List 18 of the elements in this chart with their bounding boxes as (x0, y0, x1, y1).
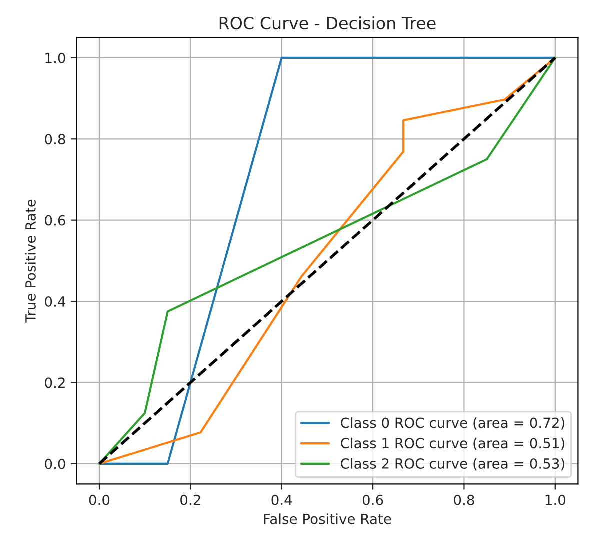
x-tick-label: 1.0 (546, 494, 566, 506)
legend-label: Class 1 ROC curve (area = 0.51) (341, 438, 565, 450)
x-tick-label: 0.6 (362, 494, 384, 506)
y-tick-label: 0.4 (45, 296, 66, 307)
y-tick-label: 0.8 (45, 134, 66, 145)
x-tick-label: 0.4 (272, 494, 292, 506)
y-axis-title: True Positive Rate (25, 200, 36, 323)
chart-title: ROC Curve - Decision Tree (220, 16, 436, 30)
legend-label: Class 0 ROC curve (area = 0.72) (341, 417, 565, 430)
y-tick-label: 0.2 (45, 378, 65, 388)
x-tick-label: 0.0 (89, 494, 110, 506)
x-tick-label: 0.2 (180, 494, 200, 506)
y-tick-label: 1.0 (46, 52, 66, 64)
y-tick-label: 0.6 (45, 215, 66, 226)
x-axis-title: False Positive Rate (264, 514, 392, 524)
legend-label: Class 2 ROC curve (area = 0.53) (341, 458, 565, 471)
y-tick-label: 0.0 (45, 458, 66, 470)
x-tick-label: 0.8 (454, 494, 474, 506)
